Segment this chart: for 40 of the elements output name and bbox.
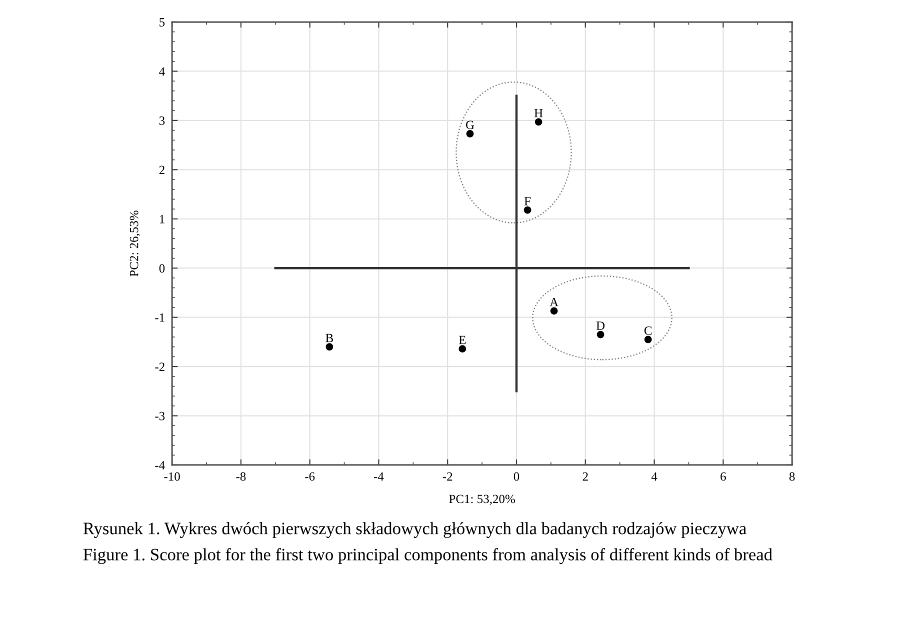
annotation: F [524, 197, 531, 206]
point [644, 336, 652, 344]
y-tick-label: -1 [155, 313, 164, 322]
x-tick-label: -10 [164, 472, 180, 481]
y-tick-label: 1 [160, 214, 164, 224]
y-tick-label: -3 [155, 412, 165, 420]
x-axis-title: PC1: 53,20% [449, 494, 515, 505]
x-tick-label: 6 [720, 472, 726, 481]
annotation: G [466, 120, 474, 130]
annotation: E [458, 336, 466, 344]
point [524, 206, 532, 214]
x-tick-label: 2 [582, 472, 588, 481]
x-tick-label: 4 [651, 472, 658, 481]
x-tick-label: 0 [514, 472, 520, 481]
x-tick-label: -8 [236, 472, 246, 481]
annotation: A [550, 298, 558, 306]
x-tick-label: -2 [442, 472, 452, 481]
point [534, 118, 542, 126]
annotation: H [534, 108, 543, 118]
point [596, 330, 604, 338]
x-tick-label: 8 [789, 472, 795, 481]
y-tick-label: 2 [159, 166, 164, 174]
point [326, 343, 334, 351]
y-tick-label: -4 [155, 461, 165, 470]
y-tick-label: 5 [160, 18, 165, 26]
annotation: D [596, 322, 605, 330]
point [458, 345, 466, 352]
annotation: C [644, 326, 652, 335]
point [466, 130, 474, 138]
annotation: B [326, 334, 334, 342]
x-tick-label: -4 [374, 472, 384, 481]
y-axis-title: PC2: 26,53% [130, 210, 140, 276]
y-tick-label: 3 [159, 116, 165, 125]
caption: Figure 1. Score plot for the first two principal components from analysis of different kinds of bread [83, 548, 772, 564]
point [550, 307, 558, 315]
text: Rysunek 1. Wykres dwóch pierwszych składowych głównych dla badanych rodzajów pieczywa [83, 522, 746, 538]
x-tick-label: -6 [305, 472, 315, 481]
y-tick-label: 0 [159, 264, 165, 273]
y-tick-label: -2 [155, 362, 164, 371]
y-tick-label: 4 [159, 67, 165, 76]
